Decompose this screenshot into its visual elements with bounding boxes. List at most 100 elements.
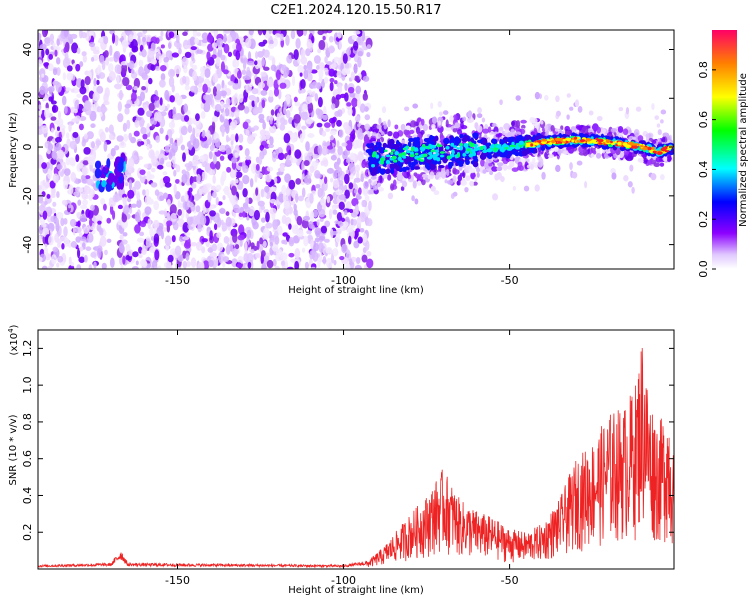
spectrogram-cell-1622 <box>260 205 266 211</box>
spectrogram-cell-1584 <box>76 211 81 219</box>
spectrogram-cell-3529 <box>387 192 394 200</box>
spectrogram-cell-1408 <box>243 96 248 103</box>
spectrogram-cell-1250 <box>134 224 141 234</box>
spectrogram-cell-1660 <box>173 183 177 195</box>
spectrogram-cell-1493 <box>195 132 199 138</box>
spectrogram-cell-1140 <box>247 51 252 61</box>
spectrogram-cell-1078 <box>61 243 65 250</box>
spectrogram-cell-1558 <box>232 58 240 69</box>
spectrogram-cell-913 <box>96 79 100 86</box>
spectrogram-cell-2461 <box>157 164 164 170</box>
spectrogram-cell-2435 <box>182 31 188 36</box>
spectrogram-cell-1619 <box>108 200 116 207</box>
spectrogram-cell-3427 <box>544 124 549 132</box>
spectrogram-cell-526 <box>355 164 360 173</box>
spectrogram-cell-2454 <box>221 111 226 117</box>
spectrogram-cell-3512 <box>625 107 630 115</box>
spectrogram-cell-4176 <box>379 168 386 175</box>
spectrogram-cell-1566 <box>242 121 249 130</box>
spectrogram-cell-1419 <box>184 85 190 91</box>
spectrogram-cell-3770 <box>438 165 445 169</box>
spectrogram-cell-2470 <box>197 262 205 269</box>
spectrogram-cell-1780 <box>357 56 362 68</box>
spectrogram-cell-2327 <box>65 132 70 139</box>
spectrogram-cell-4374 <box>391 149 396 152</box>
spectrogram-cell-2155 <box>182 236 190 241</box>
spectrogram-cell-1424 <box>173 169 177 177</box>
spectrogram-cell-2494 <box>201 129 206 139</box>
spectrogram-cell-2373 <box>275 69 281 81</box>
spectrogram-cell-3537 <box>651 103 655 110</box>
spectrogram-cell-1615 <box>353 63 358 75</box>
spectrogram-cell-1598 <box>268 30 272 34</box>
spectrogram-cell-2428 <box>346 249 350 255</box>
spectrogram-y-tick-label-1: 20 <box>21 91 34 105</box>
spectrogram-cell-2293 <box>327 145 334 150</box>
spectrogram-cell-4168 <box>457 160 464 166</box>
spectrogram-cell-4485 <box>456 147 460 150</box>
spectrogram-cell-4087 <box>405 166 410 171</box>
spectrogram-cell-3479 <box>430 102 434 110</box>
spectrogram-cell-707 <box>200 66 205 73</box>
spectrogram-cell-2158 <box>42 30 48 38</box>
spectrogram-cell-1903 <box>56 191 60 198</box>
spectrogram-cell-59 <box>85 246 92 251</box>
spectrogram-cell-2245 <box>362 233 368 243</box>
spectrogram-cell-2372 <box>75 63 81 72</box>
spectrogram-cell-2144 <box>87 232 94 243</box>
spectrogram-cell-2497 <box>231 119 238 129</box>
spectrogram-cell-2431 <box>150 58 158 65</box>
spectrogram-cell-1966 <box>328 45 335 54</box>
spectrogram-cell-2503 <box>356 47 364 57</box>
spectrogram-cell-1347 <box>318 39 326 51</box>
spectrogram-cell-4019 <box>442 157 448 164</box>
spectrogram-cell-4295 <box>394 150 399 156</box>
spectrogram-cell-3488 <box>376 182 381 188</box>
spectrogram-cell-3550 <box>611 172 617 180</box>
spectrogram-cell-1580 <box>117 113 124 123</box>
spectrogram-cell-3532 <box>476 172 480 178</box>
spectrogram-cell-725 <box>262 240 267 248</box>
spectrogram-cell-2162 <box>39 85 46 96</box>
spectrogram-cell-1360 <box>121 63 128 74</box>
spectrogram-cell-1271 <box>293 96 298 103</box>
spectrogram-cell-1281 <box>61 199 68 206</box>
spectrogram-cell-880 <box>320 225 328 234</box>
spectrogram-cell-1647 <box>364 195 370 202</box>
spectrogram-cell-3546 <box>569 106 574 111</box>
spectrogram-cell-4249 <box>500 139 505 144</box>
spectrogram-cell-945 <box>71 42 79 54</box>
spectrogram-cell-2562 <box>104 167 109 174</box>
spectrogram-cell-888 <box>355 193 361 201</box>
spectrogram-cell-1434 <box>137 107 145 116</box>
spectrogram-cell-2170 <box>146 123 150 129</box>
spectrogram-marks <box>38 30 674 269</box>
spectrogram-cell-2291 <box>366 258 374 269</box>
spectrogram-cell-2215 <box>192 138 200 149</box>
spectrogram-cell-810 <box>235 171 243 178</box>
spectrogram-cell-1893 <box>142 133 148 140</box>
spectrogram-cell-1211 <box>242 165 249 173</box>
spectrogram-cell-2349 <box>237 103 245 111</box>
spectrogram-cell-2317 <box>140 126 147 135</box>
spectrogram-cell-2222 <box>38 117 44 127</box>
spectrogram-cell-2362 <box>133 85 138 91</box>
spectrogram-cell-702 <box>209 144 215 152</box>
spectrogram-cell-2172 <box>343 209 348 216</box>
spectrogram-cell-2225 <box>114 145 120 151</box>
spectrogram-cell-2498 <box>281 239 286 244</box>
spectrogram-cell-1155 <box>201 160 208 168</box>
spectrogram-cell-4523 <box>398 153 403 158</box>
spectrogram-cell-2009 <box>279 164 285 172</box>
spectrogram-cell-444 <box>326 257 333 269</box>
spectrogram-cell-113 <box>313 55 321 64</box>
spectrogram-cell-633 <box>110 148 116 157</box>
spectrogram-cell-2410 <box>357 127 363 138</box>
spectrogram-cell-2521 <box>318 242 324 253</box>
spectrogram-cell-3328 <box>666 135 671 140</box>
spectrogram-cell-1778 <box>225 244 231 255</box>
spectrogram-cell-2236 <box>56 126 60 131</box>
spectrogram-cell-2029 <box>254 173 258 183</box>
spectrogram-cell-3545 <box>574 99 580 108</box>
